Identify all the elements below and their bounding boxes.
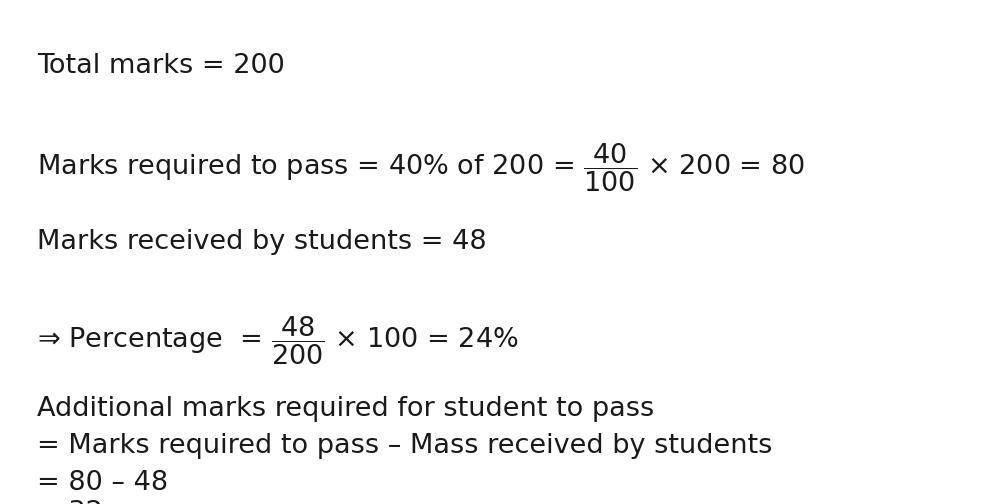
Text: Marks received by students = 48: Marks received by students = 48	[37, 229, 487, 256]
Text: Additional marks required for student to pass: Additional marks required for student to…	[37, 396, 654, 422]
Text: = Marks required to pass – Mass received by students: = Marks required to pass – Mass received…	[37, 433, 773, 460]
Text: ⇒ Percentage  = $\dfrac{48}{200}$ × 100 = 24%: ⇒ Percentage = $\dfrac{48}{200}$ × 100 =…	[37, 315, 519, 367]
Text: Marks required to pass = 40% of 200 = $\dfrac{40}{100}$ × 200 = 80: Marks required to pass = 40% of 200 = $\…	[37, 141, 805, 194]
Text: = 32: = 32	[37, 500, 103, 504]
Text: = 80 – 48: = 80 – 48	[37, 470, 169, 496]
Text: Total marks = 200: Total marks = 200	[37, 53, 285, 79]
